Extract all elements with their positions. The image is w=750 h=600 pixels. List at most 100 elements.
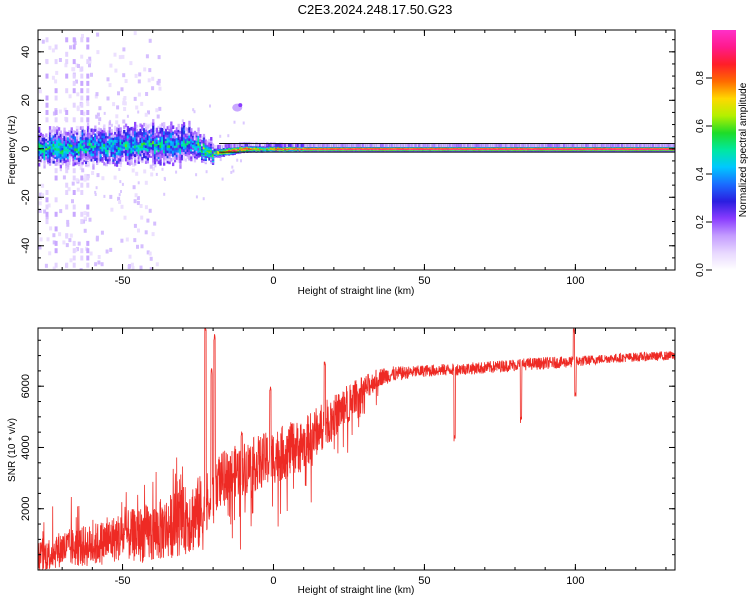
spectrogram-cell	[63, 135, 66, 139]
spectrogram-cell	[112, 143, 115, 148]
spectrogram-cell	[103, 151, 106, 155]
spectrogram-cell	[117, 146, 120, 150]
spectrogram-cell	[121, 138, 124, 142]
spectrogram-cell	[572, 143, 575, 147]
noise-cell	[77, 241, 81, 246]
spectrogram-cell	[72, 135, 75, 140]
spectrogram-cell	[202, 147, 206, 152]
spectrogram-cell	[179, 165, 182, 169]
noise-cell	[122, 73, 126, 78]
spectrogram-cell	[177, 133, 180, 138]
noise-cell	[123, 96, 127, 100]
noise-cell	[195, 173, 198, 177]
spectrogram-cell	[150, 148, 153, 152]
spectrogram-cell	[595, 143, 599, 147]
spectrogram-cell	[61, 140, 64, 144]
spectrogram-cell	[63, 132, 66, 137]
spectrogram-cell	[65, 152, 68, 156]
spectrogram-cell	[327, 143, 331, 147]
spectrogram-cell	[45, 144, 48, 149]
spectrogram-cell	[260, 142, 264, 147]
spectrogram-cell	[67, 147, 70, 152]
spectrogram-cell	[96, 156, 99, 161]
spectrogram-cell	[161, 151, 164, 156]
spectrogram-cell	[530, 143, 533, 147]
spectrogram-cell	[385, 143, 389, 147]
noise-cell	[133, 96, 137, 101]
spectrogram-cell	[170, 158, 173, 162]
spectrogram-cell	[313, 143, 316, 147]
noise-streak	[72, 117, 76, 123]
spectrogram-cell	[179, 153, 182, 158]
spectrogram-cell	[139, 150, 142, 154]
spectrogram-cell	[86, 145, 90, 149]
spectrogram-cell	[86, 122, 90, 127]
noise-cell	[129, 61, 133, 66]
spectrogram-cell	[163, 134, 166, 138]
spectrogram-cell	[126, 131, 130, 136]
spectrogram-cell	[297, 143, 300, 148]
noise-streak	[65, 88, 69, 94]
spectrogram-cell	[286, 143, 289, 147]
spectrogram-cell	[81, 142, 84, 146]
spectrogram-cell	[94, 138, 97, 143]
spectrogram-cell	[177, 139, 180, 143]
spectrogram-cell	[585, 143, 588, 147]
noise-streak	[86, 248, 90, 254]
spectrogram-cell	[112, 158, 115, 162]
spectrogram-cell	[74, 147, 77, 152]
spectrogram-cell	[141, 142, 144, 146]
noise-cell	[62, 175, 66, 180]
spectrogram-cell	[130, 129, 133, 134]
spectrogram-cell	[77, 147, 81, 152]
spectrogram-cell	[190, 142, 193, 147]
spectrogram-cell	[137, 131, 140, 135]
spectrogram-cell	[110, 141, 113, 145]
spectrogram-cell	[99, 157, 102, 162]
spectrogram-cell	[157, 134, 160, 138]
spectrogram-cell	[96, 137, 99, 142]
spectrogram-cell	[489, 143, 492, 147]
spectrogram-cell	[568, 143, 571, 147]
noise-streak	[80, 73, 84, 79]
spectrogram-cell	[135, 135, 139, 139]
spectrogram-cell	[278, 142, 282, 147]
spectrogram-cell	[193, 136, 197, 141]
spectrogram-cell	[39, 148, 43, 153]
spectrogram-cell	[50, 159, 53, 164]
spectrogram-cell	[106, 148, 110, 153]
spectrogram-cell	[132, 140, 135, 144]
noise-cell	[231, 165, 234, 169]
spectrogram-cell	[126, 126, 130, 130]
noise-cell	[127, 265, 131, 269]
spectrogram-cell	[61, 150, 64, 155]
spectrogram-cell	[121, 151, 124, 156]
spectrogram-cell	[155, 136, 158, 140]
spectrogram-cell	[190, 145, 193, 149]
spectrogram-cell	[79, 145, 82, 149]
noise-cell	[98, 121, 101, 125]
spectrogram-cell	[132, 144, 135, 148]
spectrogram-cell	[117, 143, 120, 148]
spectrogram-cell	[172, 156, 175, 160]
spectrogram-cell	[61, 146, 64, 151]
spectrogram-cell	[115, 148, 119, 152]
noise-cell	[120, 238, 124, 243]
spectrogram-cell	[94, 149, 97, 153]
spectrogram-cell	[175, 129, 178, 134]
noise-cell	[94, 190, 97, 194]
spectrogram-cell	[117, 130, 120, 134]
spectrogram-cell	[43, 151, 46, 155]
spectrogram-cell	[523, 143, 526, 147]
noise-streak	[65, 51, 69, 57]
spectrogram-cell	[590, 143, 593, 147]
spectrogram-cell	[70, 136, 73, 141]
spectrogram-cell	[148, 154, 151, 158]
spectrogram-cell	[452, 143, 456, 147]
noise-cell	[43, 209, 47, 214]
spectrogram-cell	[59, 167, 62, 172]
spectrogram-cell	[135, 152, 139, 156]
spectrogram-cell	[148, 147, 151, 152]
spectrogram-cell	[94, 154, 97, 159]
spectrogram-cell	[182, 125, 186, 129]
